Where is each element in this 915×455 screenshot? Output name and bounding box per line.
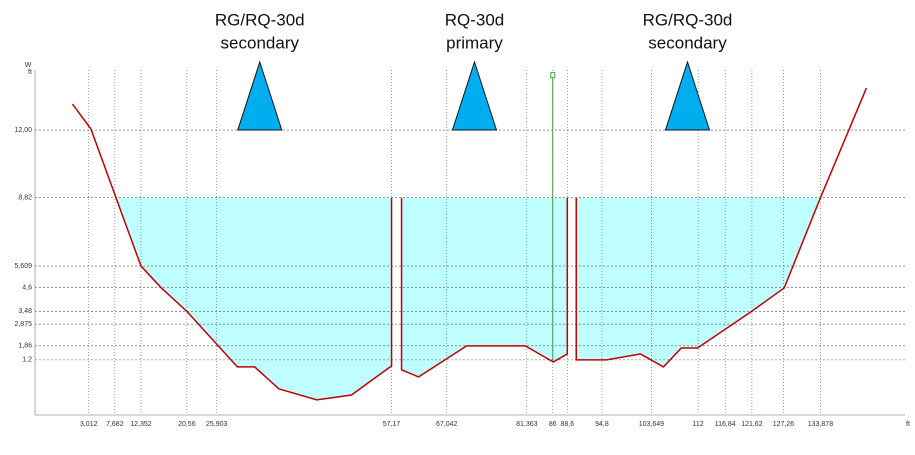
x-tick-label: 127,26 (773, 421, 795, 428)
x-tick-label: 7,682 (106, 421, 124, 428)
x-tick-label: 57,17 (383, 421, 401, 428)
y-tick-label: 1,2 (22, 357, 32, 364)
pier-triangle (237, 60, 283, 131)
annotation-label: secondary (648, 33, 727, 52)
annotation-label: secondary (221, 33, 300, 52)
x-tick-label: 112 (693, 421, 704, 428)
x-tick-label: 121,62 (741, 421, 763, 428)
y-tick-label: 8,82 (18, 195, 32, 202)
x-tick-label: 94,8 (595, 421, 609, 428)
marker-handle (550, 72, 556, 79)
y-title: W (25, 62, 32, 69)
x-tick-label: 103,649 (639, 421, 664, 428)
annotation-label: RG/RQ-30d (643, 10, 733, 29)
ground-line (71, 87, 868, 401)
y-tick-label: 3,48 (18, 308, 32, 315)
y-tick-label: 2,875 (14, 321, 32, 328)
x-axis-label: ft (906, 421, 910, 428)
x-tick-label: 3,012 (80, 421, 98, 428)
y-axis-label: ft (28, 69, 32, 76)
y-tick-label: 1,86 (18, 343, 32, 350)
y-tick-label: 5,609 (14, 263, 32, 270)
x-tick-label: 20,56 (178, 421, 196, 428)
x-tick-label: 116,84 (715, 421, 736, 428)
x-tick-label: 67,042 (436, 421, 458, 428)
annotation-label: RQ-30d (445, 10, 505, 29)
x-tick-label: 88,6 (560, 421, 574, 428)
x-tick-label: 81,363 (516, 421, 538, 428)
x-tick-label: 25,903 (206, 421, 228, 428)
pier-triangle (451, 60, 498, 131)
annotation-label: RG/RQ-30d (215, 10, 305, 29)
pier-triangle (664, 60, 711, 131)
y-tick-label: 4,6 (22, 284, 32, 291)
annotation-label: primary (446, 33, 503, 52)
x-tick-label: 12,352 (130, 421, 152, 428)
y-tick-label: 12,00 (14, 127, 32, 134)
water (72, 197, 867, 400)
x-tick-label: 133,878 (808, 421, 833, 428)
x-tick-label: 86 (549, 421, 557, 428)
